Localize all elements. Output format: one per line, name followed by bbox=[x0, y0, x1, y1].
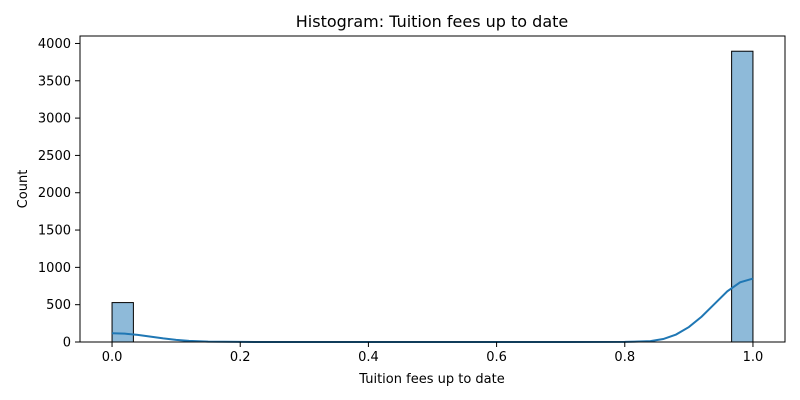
kde-line bbox=[112, 277, 754, 343]
y-tick-label: 0 bbox=[63, 336, 71, 351]
y-tick-label: 1000 bbox=[38, 261, 71, 276]
y-tick-label: 4000 bbox=[38, 37, 71, 52]
x-tick-label: 0.6 bbox=[486, 350, 507, 365]
x-axis-label: Tuition fees up to date bbox=[358, 372, 504, 387]
y-tick-label: 500 bbox=[46, 298, 71, 313]
y-tick-label: 3500 bbox=[38, 74, 71, 89]
y-ticks: 0 500 1000 1500 2000 2500 3000 3500 4000 bbox=[38, 37, 80, 351]
y-tick-label: 1500 bbox=[38, 224, 71, 239]
histogram-bar-1 bbox=[731, 50, 754, 343]
chart-title: Histogram: Tuition fees up to date bbox=[296, 12, 569, 31]
x-tick-label: 1.0 bbox=[743, 350, 764, 365]
y-axis-label: Count bbox=[16, 170, 31, 209]
x-tick-label: 0.2 bbox=[230, 350, 251, 365]
plot-frame bbox=[79, 35, 786, 343]
y-tick-label: 2000 bbox=[38, 186, 71, 201]
bars-group bbox=[111, 50, 754, 343]
x-tick-label: 0.8 bbox=[614, 350, 635, 365]
x-tick-label: 0.0 bbox=[102, 350, 123, 365]
x-tick-label: 0.4 bbox=[358, 350, 379, 365]
histogram-bar-0 bbox=[111, 302, 134, 343]
x-ticks: 0.0 0.2 0.4 0.6 0.8 1.0 bbox=[102, 342, 764, 365]
y-tick-label: 2500 bbox=[38, 149, 71, 164]
y-tick-label: 3000 bbox=[38, 112, 71, 127]
